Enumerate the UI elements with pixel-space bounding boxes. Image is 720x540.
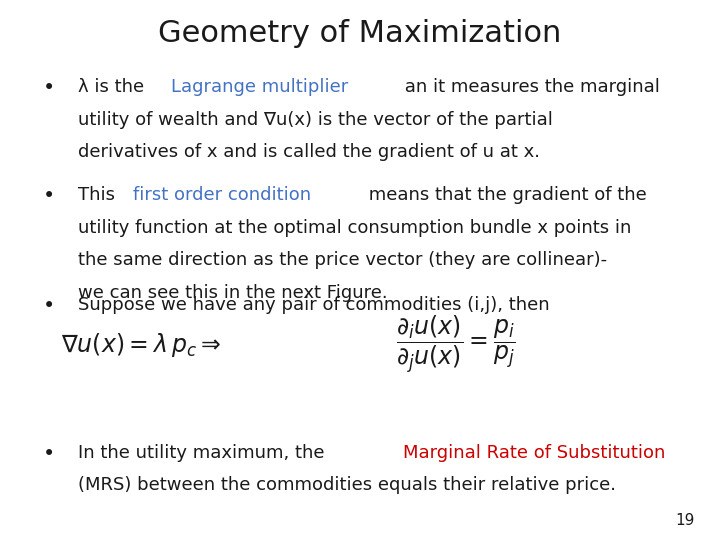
Text: utility function at the optimal consumption bundle x points in: utility function at the optimal consumpt… — [78, 219, 631, 237]
Text: $\nabla u\left(x\right)=\lambda\,p_c\Rightarrow$: $\nabla u\left(x\right)=\lambda\,p_c\Rig… — [61, 330, 221, 359]
Text: an it measures the marginal: an it measures the marginal — [399, 78, 660, 96]
Text: •: • — [42, 296, 55, 316]
Text: Suppose we have any pair of commodities (i,j), then: Suppose we have any pair of commodities … — [78, 296, 549, 314]
Text: •: • — [42, 78, 55, 98]
Text: This: This — [78, 186, 120, 204]
Text: utility of wealth and ∇u(x) is the vector of the partial: utility of wealth and ∇u(x) is the vecto… — [78, 111, 553, 129]
Text: we can see this in the next Figure.: we can see this in the next Figure. — [78, 284, 387, 302]
Text: Marginal Rate of Substitution: Marginal Rate of Substitution — [403, 444, 665, 462]
Text: In the utility maximum, the: In the utility maximum, the — [78, 444, 330, 462]
Text: (MRS) between the commodities equals their relative price.: (MRS) between the commodities equals the… — [78, 476, 616, 494]
Text: $\dfrac{\partial_i u\left(x\right)}{\partial_j u\left(x\right)}=\dfrac{p_i}{p_j}: $\dfrac{\partial_i u\left(x\right)}{\par… — [396, 313, 516, 376]
Text: means that the gradient of the: means that the gradient of the — [363, 186, 647, 204]
Text: •: • — [42, 444, 55, 464]
Text: 19: 19 — [675, 513, 695, 528]
Text: derivatives of x and is called the gradient of u at x.: derivatives of x and is called the gradi… — [78, 143, 540, 161]
Text: Geometry of Maximization: Geometry of Maximization — [158, 19, 562, 48]
Text: the same direction as the price vector (they are collinear)-: the same direction as the price vector (… — [78, 251, 607, 269]
Text: λ is the: λ is the — [78, 78, 150, 96]
Text: first order condition: first order condition — [133, 186, 311, 204]
Text: Lagrange multiplier: Lagrange multiplier — [171, 78, 348, 96]
Text: •: • — [42, 186, 55, 206]
